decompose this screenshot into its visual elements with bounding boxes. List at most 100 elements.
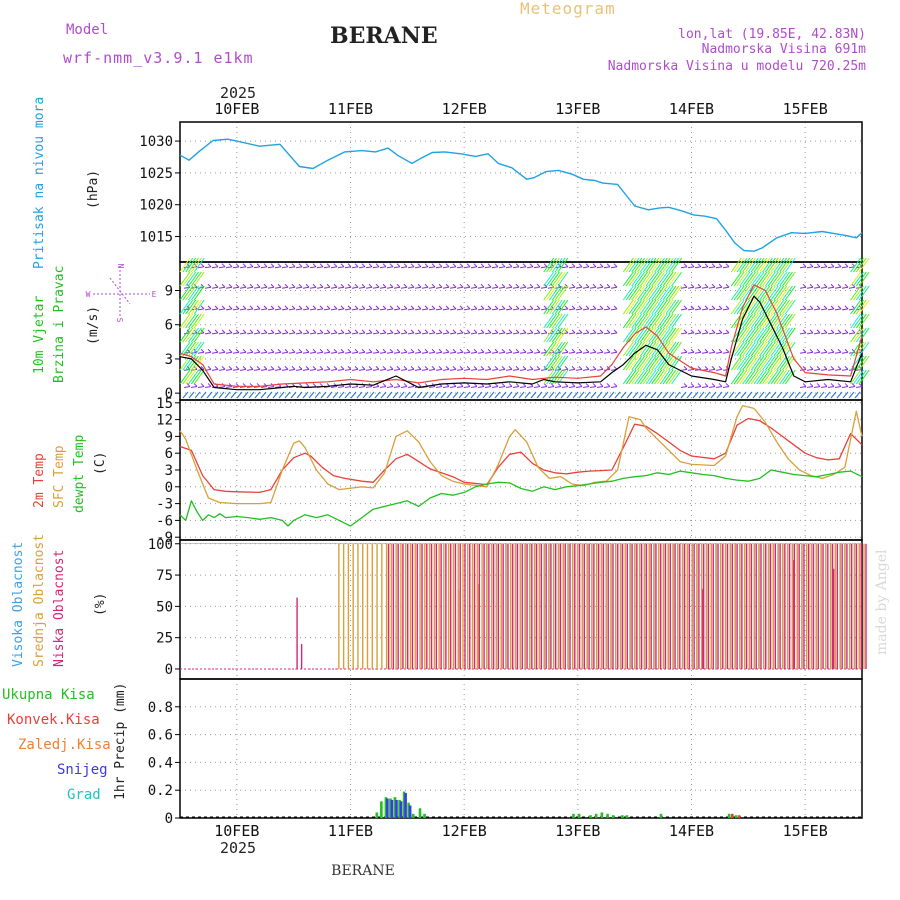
gust-vector xyxy=(742,327,754,343)
wind-barb-tick xyxy=(529,348,534,353)
wind-barb xyxy=(813,266,821,269)
wind-barb-tick xyxy=(599,348,604,353)
gust-vector xyxy=(659,369,671,385)
wind-barb-tick xyxy=(725,348,730,353)
wind-barb xyxy=(708,286,716,289)
wind-barb xyxy=(694,332,702,335)
wind-barb xyxy=(834,308,842,311)
wind-barb xyxy=(687,351,695,354)
gust-vector xyxy=(193,327,205,343)
wind-barb xyxy=(316,332,324,335)
wind-barb xyxy=(799,332,807,335)
gust-vector xyxy=(190,341,202,357)
wind-barb-tick xyxy=(802,365,807,370)
wind-barb xyxy=(687,368,695,371)
wind-vector-low xyxy=(728,391,735,399)
gust-vector xyxy=(179,257,191,273)
gust-vector xyxy=(742,285,754,301)
wind-barb xyxy=(589,368,597,371)
y-tick-label: 0 xyxy=(165,386,173,402)
wind-vector-low xyxy=(590,391,597,399)
gust-vector xyxy=(554,327,566,343)
gust-vector xyxy=(625,327,637,343)
precip-bar xyxy=(411,813,415,818)
gust-vector xyxy=(557,271,569,287)
wind-barb-tick xyxy=(235,263,240,268)
gust-vector xyxy=(739,327,751,343)
wind-vector-low xyxy=(758,391,765,399)
wind-barb-tick xyxy=(508,263,513,268)
gust-vector xyxy=(665,355,677,371)
wind-barb xyxy=(288,286,296,289)
wind-barb-tick xyxy=(571,365,576,370)
wind-barb-tick xyxy=(361,348,366,353)
gust-vector xyxy=(639,285,651,301)
wind-barb-tick xyxy=(340,305,345,310)
wind-barb-tick xyxy=(529,305,534,310)
wind-barb-tick xyxy=(207,305,212,310)
precip-frame xyxy=(179,678,863,819)
wind-barb xyxy=(316,351,324,354)
wind-barb xyxy=(281,332,289,335)
wind-barb-tick xyxy=(809,305,814,310)
wind-vector-low xyxy=(392,391,399,399)
wind-barb-tick xyxy=(578,329,583,334)
wind-vector-low xyxy=(776,391,783,399)
wind-barb-tick xyxy=(508,348,513,353)
wind-barb-tick xyxy=(536,305,541,310)
wind-barb xyxy=(540,308,548,311)
wind-barb-tick xyxy=(501,348,506,353)
wind-barb-tick xyxy=(410,365,415,370)
wind-barb xyxy=(596,308,604,311)
product-title: Meteogram xyxy=(520,0,616,18)
gust-vector xyxy=(764,313,776,329)
wind-barb xyxy=(827,385,835,388)
wind-barb xyxy=(379,385,387,388)
gust-vector xyxy=(659,271,671,287)
wind-barb-tick xyxy=(298,283,303,288)
wind-barb-tick xyxy=(403,283,408,288)
wind-barb xyxy=(680,332,688,335)
wind-barb xyxy=(386,385,394,388)
wind-barb xyxy=(351,286,359,289)
wind-vector-low xyxy=(200,391,207,399)
gust-vector xyxy=(753,299,765,315)
wind-barb xyxy=(344,286,352,289)
gust-vector xyxy=(762,369,773,385)
wind-barb xyxy=(309,266,317,269)
gust-vector xyxy=(745,355,756,371)
gust-vector xyxy=(782,299,793,315)
wind-barb xyxy=(358,385,366,388)
gust-vector xyxy=(759,369,771,385)
gust-vector xyxy=(770,299,782,315)
wind-barb-tick xyxy=(298,329,303,334)
wind-barb-tick xyxy=(823,348,828,353)
wind-barb xyxy=(680,351,688,354)
wind-barb-tick xyxy=(480,263,485,268)
wind-barb xyxy=(239,332,247,335)
wind-barb-tick xyxy=(389,329,394,334)
wind-barb-tick xyxy=(522,383,527,387)
wind-barb xyxy=(694,266,702,269)
gust-vector xyxy=(193,257,205,273)
gust-vector xyxy=(750,271,762,287)
wind-barb-tick xyxy=(704,283,709,288)
wind-barb xyxy=(834,286,842,289)
gust-vector xyxy=(767,257,779,273)
wind-vector-low xyxy=(770,391,777,399)
precip-bar xyxy=(408,805,412,818)
gust-vector xyxy=(736,355,748,371)
wind-barb-tick xyxy=(396,329,401,334)
wind-barb-tick xyxy=(256,283,261,288)
wind-barb xyxy=(827,368,835,371)
wind-barb xyxy=(813,286,821,289)
precip-bar xyxy=(407,802,410,818)
gust-vector xyxy=(543,257,555,273)
panels: 10151020102510300369-9-6-303691215025507… xyxy=(139,121,870,827)
gust-vector xyxy=(551,341,563,357)
wind-vector-low xyxy=(302,391,309,399)
gust-vector xyxy=(642,313,654,329)
wind-barb xyxy=(722,266,730,269)
wind-barb xyxy=(561,385,569,388)
station-title: BERANE xyxy=(330,23,438,49)
